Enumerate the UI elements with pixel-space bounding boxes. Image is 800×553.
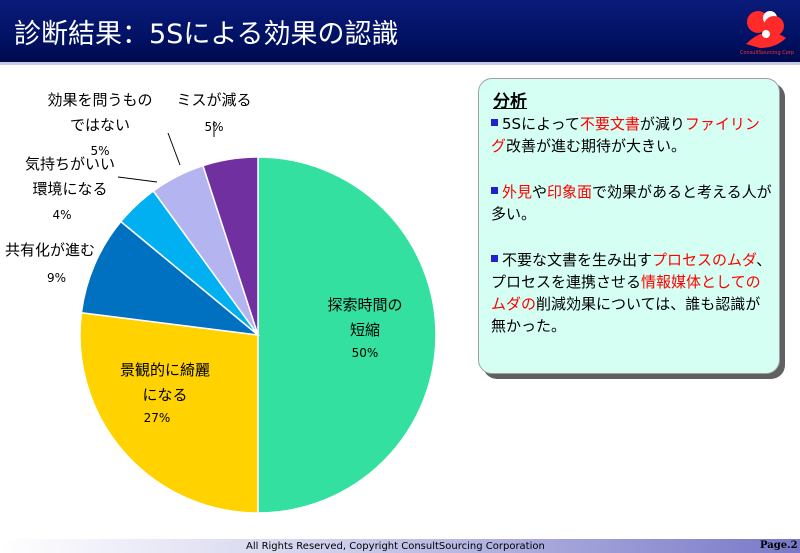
highlighted-text: 外見 <box>502 183 533 201</box>
analysis-box: 分析 5Sによって不要文書が減りファイリング改善が進む期待が大きい。 外見や印象… <box>478 78 780 374</box>
slice-label: 短縮 <box>350 321 380 339</box>
slice-percent-label: 4% <box>52 208 71 222</box>
slice-label: 景観的に綺麗 <box>120 361 210 379</box>
pie-slice <box>202 156 259 336</box>
slice-percent-label: 9% <box>47 271 66 285</box>
copyright-text: All Rights Reserved, Copyright ConsultSo… <box>246 541 545 552</box>
slice-label: 環境になる <box>32 180 107 198</box>
bullet-text: 、プロセスを連携させる <box>491 251 772 291</box>
leader-line <box>167 132 181 166</box>
pie-slice <box>79 311 259 514</box>
slice-label: 気持ちがいい <box>25 155 115 173</box>
highlighted-text: 情報媒体としてのムダの <box>491 273 761 313</box>
slice-percent-label: 5% <box>204 120 223 134</box>
slice-label: 効果を問うもの <box>47 91 152 109</box>
bullet-square-icon <box>491 119 498 126</box>
slice-label: ではない <box>70 116 130 134</box>
company-logo-icon <box>746 11 786 48</box>
slice-percent-label: 50% <box>352 346 379 360</box>
header-divider <box>0 62 800 65</box>
highlighted-text: ファイリング <box>491 115 760 155</box>
analysis-title: 分析 <box>493 92 527 112</box>
bullet-text: や <box>532 183 548 201</box>
page-number: Page.2 <box>760 540 798 551</box>
slice-percent-label: 27% <box>144 411 171 425</box>
bullet-text: 不要な文書を生み出す <box>502 251 653 269</box>
bullet-text: 削減効果については、誰も認識が無かった。 <box>491 295 761 335</box>
bullet-text: で効果があると考える人が多い。 <box>491 183 772 223</box>
analysis-bullet-2: 外見や印象面で効果があると考える人が多い。 <box>491 181 773 225</box>
bullet-text: 5Sによって <box>502 115 580 133</box>
analysis-bullet-1: 5Sによって不要文書が減りファイリング改善が進む期待が大きい。 <box>491 113 773 157</box>
logo-text: ConsultSourcing Corp <box>739 50 795 56</box>
highlighted-text: プロセスのムダ <box>652 251 757 269</box>
slice-percent-label: 5% <box>90 144 109 158</box>
footer-bar <box>0 539 800 553</box>
page-title: 診断結果：5Sによる効果の認識 <box>14 19 399 50</box>
highlighted-text: 印象面 <box>547 183 593 201</box>
pie-slice <box>257 156 437 514</box>
slice-label: ミスが減る <box>176 91 251 109</box>
leader-line <box>117 176 158 183</box>
slice-label: 探索時間の <box>327 296 402 314</box>
bullet-square-icon <box>491 187 498 194</box>
pie-slice <box>80 220 261 337</box>
bullet-text: が減り <box>639 115 685 133</box>
slice-label: 共有化が進む <box>5 241 95 259</box>
title-bar <box>0 0 800 62</box>
bullet-square-icon <box>491 255 498 262</box>
analysis-bullet-3: 不要な文書を生み出すプロセスのムダ、プロセスを連携させる情報媒体としてのムダの削… <box>491 249 773 337</box>
highlighted-text: 不要文書 <box>579 115 640 133</box>
bullet-text: 改善が進む期待が大きい。 <box>506 137 687 155</box>
slice-label: になる <box>142 386 187 404</box>
